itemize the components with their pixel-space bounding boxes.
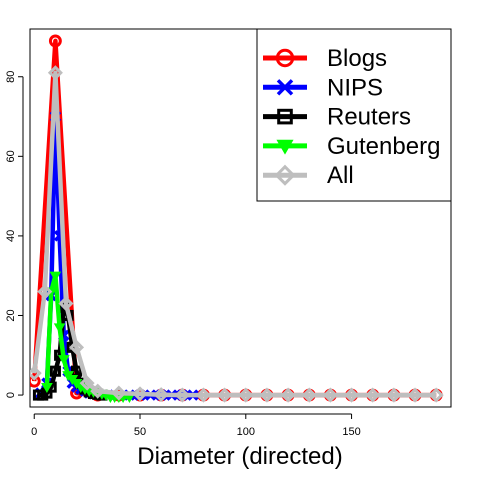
y-tick-label: 60 bbox=[5, 150, 17, 162]
data-point bbox=[322, 387, 338, 403]
x-tick-label: 150 bbox=[342, 426, 360, 438]
x-tick-label: 0 bbox=[31, 426, 37, 438]
x-axis-title: Diameter (directed) bbox=[137, 443, 342, 470]
data-point bbox=[428, 387, 444, 403]
x-tick-label: 100 bbox=[237, 426, 255, 438]
data-point bbox=[274, 164, 296, 186]
legend-entry-all: All bbox=[263, 162, 354, 189]
data-point bbox=[48, 34, 62, 48]
data-point bbox=[69, 339, 85, 355]
data-point bbox=[153, 387, 169, 403]
data-point bbox=[407, 387, 423, 403]
data-point bbox=[58, 355, 70, 366]
x-tick-label: 50 bbox=[134, 426, 146, 438]
legend-label: Gutenberg bbox=[327, 133, 440, 160]
data-point bbox=[49, 365, 61, 377]
y-tick-label: 0 bbox=[5, 392, 17, 398]
legend-entry-blogs: Blogs bbox=[263, 45, 387, 72]
y-tick-label: 40 bbox=[5, 230, 17, 242]
data-point bbox=[41, 383, 53, 394]
data-point bbox=[47, 65, 63, 81]
series-all bbox=[30, 65, 444, 403]
data-point bbox=[217, 387, 233, 403]
data-point bbox=[301, 387, 317, 403]
data-point bbox=[344, 387, 360, 403]
legend-label: Reuters bbox=[327, 104, 411, 131]
data-point bbox=[132, 386, 148, 402]
data-point bbox=[90, 383, 106, 399]
data-point bbox=[277, 108, 293, 125]
y-tick-label: 20 bbox=[5, 309, 17, 321]
data-point bbox=[238, 387, 254, 403]
plot-frame bbox=[29, 28, 452, 408]
legend-label: Blogs bbox=[327, 45, 387, 72]
data-point bbox=[276, 139, 294, 155]
legend-entry-nips: NIPS bbox=[263, 74, 383, 101]
data-point bbox=[30, 365, 42, 381]
legend-label: NIPS bbox=[327, 74, 383, 101]
data-point bbox=[195, 387, 211, 403]
y-tick-label: 80 bbox=[5, 71, 17, 83]
data-point bbox=[49, 271, 62, 282]
data-point bbox=[365, 387, 381, 403]
legend-label: All bbox=[327, 162, 354, 189]
data-point bbox=[111, 385, 127, 401]
data-point bbox=[276, 79, 294, 96]
data-point bbox=[386, 387, 402, 403]
legend-entry-gutenberg: Gutenberg bbox=[263, 133, 440, 160]
data-point bbox=[37, 284, 53, 300]
data-point bbox=[259, 387, 275, 403]
data-point bbox=[280, 387, 296, 403]
data-point bbox=[174, 387, 190, 403]
data-point bbox=[79, 375, 95, 391]
data-point bbox=[58, 296, 74, 312]
data-point bbox=[53, 323, 66, 334]
legend-entry-reuters: Reuters bbox=[263, 104, 411, 131]
data-point bbox=[30, 374, 41, 388]
data-point bbox=[275, 48, 295, 68]
